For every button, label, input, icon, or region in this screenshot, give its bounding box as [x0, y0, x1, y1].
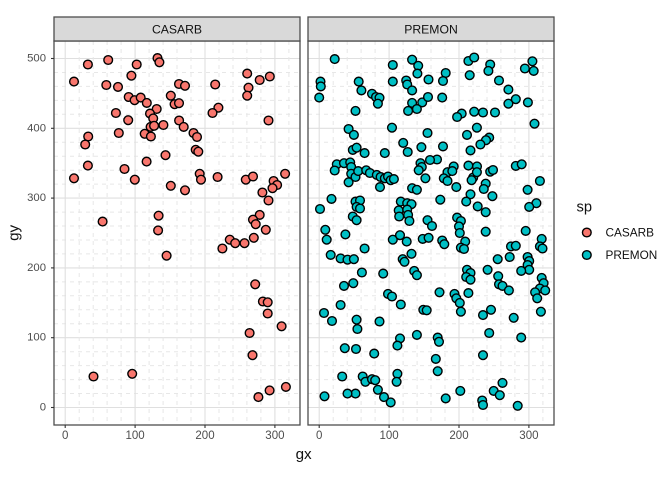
svg-text:200: 200 [27, 262, 46, 274]
svg-text:100: 100 [126, 430, 145, 442]
svg-text:0: 0 [40, 402, 46, 414]
svg-text:200: 200 [449, 430, 468, 442]
svg-text:0: 0 [316, 430, 322, 442]
svg-text:200: 200 [195, 430, 214, 442]
svg-text:400: 400 [27, 122, 46, 134]
svg-text:100: 100 [380, 430, 399, 442]
svg-text:0: 0 [62, 430, 68, 442]
svg-text:PREMON: PREMON [404, 23, 458, 37]
svg-text:500: 500 [27, 53, 46, 65]
svg-text:CASARB: CASARB [152, 23, 202, 37]
svg-text:PREMON: PREMON [606, 248, 658, 262]
svg-text:sp: sp [577, 200, 593, 216]
svg-text:300: 300 [519, 430, 538, 442]
svg-text:300: 300 [265, 430, 284, 442]
svg-text:CASARB: CASARB [606, 226, 655, 240]
svg-text:100: 100 [27, 332, 46, 344]
svg-text:gx: gx [296, 446, 312, 463]
svg-text:300: 300 [27, 192, 46, 204]
svg-text:gy: gy [5, 224, 22, 240]
